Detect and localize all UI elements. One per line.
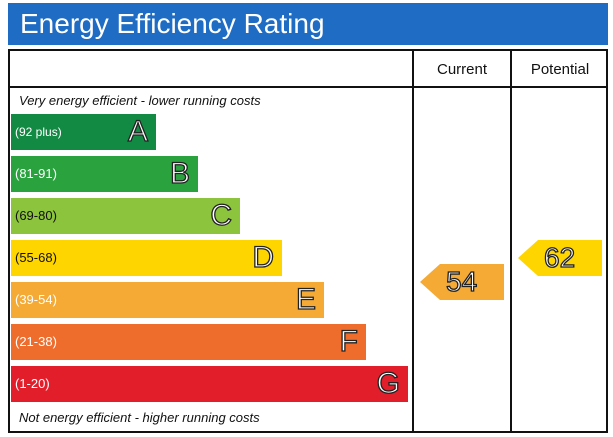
chart-title: Energy Efficiency Rating	[20, 8, 325, 39]
band-e: (39-54) E	[11, 282, 324, 318]
band-range-label: (55-68)	[15, 250, 57, 265]
bottom-note: Not energy efficient - higher running co…	[19, 410, 260, 425]
band-c: (69-80) C	[11, 198, 240, 234]
band-letter: C	[210, 198, 233, 232]
potential-arrow-shape	[518, 240, 602, 276]
band-b: (81-91) B	[11, 156, 198, 192]
current-rating-value: 54	[445, 265, 478, 297]
band-range-label: (1-20)	[15, 376, 50, 391]
band-letter: F	[339, 324, 359, 358]
band-letter: G	[376, 366, 401, 400]
band-a: (92 plus) A	[11, 114, 156, 150]
top-note: Very energy efficient - lower running co…	[19, 93, 261, 108]
band-range-label: (69-80)	[15, 208, 57, 223]
current-arrow-shape	[420, 264, 504, 300]
band-letter: A	[127, 114, 148, 148]
band-range-label: (92 plus)	[15, 125, 62, 139]
band-d: (55-68) D	[11, 240, 282, 276]
band-f: (21-38) F	[11, 324, 366, 360]
rating-table-frame	[8, 49, 608, 433]
column-divider-potential	[510, 49, 512, 433]
band-letter: E	[295, 282, 316, 316]
title-bar: Energy Efficiency Rating	[8, 3, 608, 45]
band-g: (1-20) G	[11, 366, 408, 402]
current-arrow-polygon	[420, 264, 504, 300]
band-range-label: (81-91)	[15, 166, 57, 181]
potential-rating-value: 62	[543, 241, 576, 273]
current-column-header: Current	[436, 61, 488, 78]
header-divider	[8, 86, 608, 88]
potential-arrow-polygon	[518, 240, 602, 276]
band-letter: B	[169, 156, 190, 190]
current-arrow: 54	[420, 264, 504, 300]
potential-arrow: 62	[518, 240, 602, 276]
band-range-label: (21-38)	[15, 334, 57, 349]
potential-column-header: Potential	[530, 61, 590, 78]
column-divider-current	[412, 49, 414, 433]
band-range-label: (39-54)	[15, 292, 57, 307]
band-letter: D	[252, 240, 275, 274]
